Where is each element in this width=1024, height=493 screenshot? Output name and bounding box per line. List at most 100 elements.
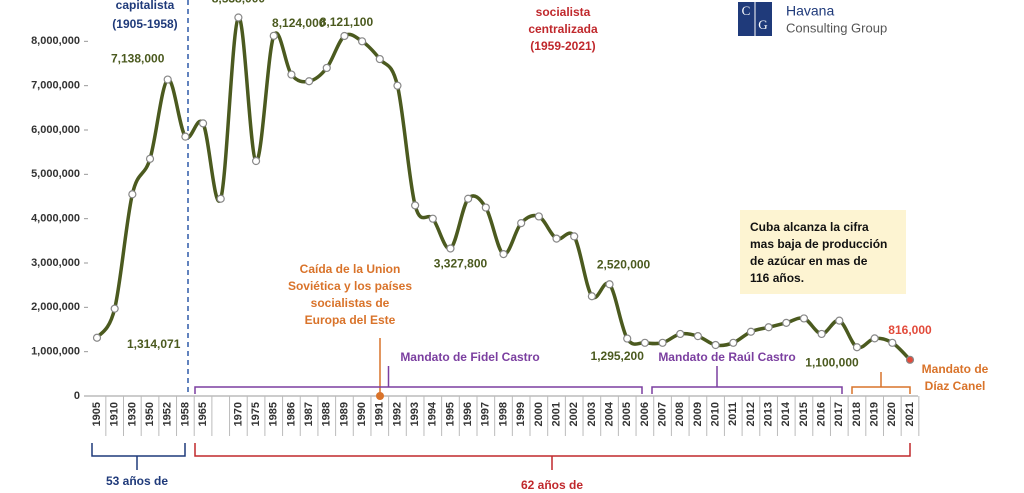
period-label: Mandato de [922,362,989,376]
x-tick-label: 2009 [692,402,704,426]
y-tick-label: 1,000,000 [31,346,80,358]
x-tick-label: 2008 [674,402,686,426]
data-point [251,156,261,166]
x-tick-label: 1950 [144,402,156,426]
data-label: 7,138,000 [111,52,165,66]
x-tick-label: 1986 [285,402,297,426]
data-label: 1,295,200 [591,349,645,363]
x-tick-label: 1905 [91,402,103,426]
x-tick-label: 2006 [639,402,651,426]
data-point [782,318,791,327]
x-tick-label: 1975 [250,402,262,426]
period-label: Díaz Canel [925,379,986,393]
series-line [95,15,912,362]
x-tick-label: 2018 [851,402,863,426]
data-point [481,203,490,212]
callout-box [740,210,906,294]
period-bracket [851,386,911,394]
event-text: socialistas de [311,296,390,310]
x-tick-label: 1970 [232,402,244,426]
x-tick-label: 2016 [816,402,828,426]
data-point [92,333,102,342]
x-tick-label: 2017 [833,402,845,426]
y-tick-label: 0 [74,390,80,402]
era-bracket [194,443,911,457]
period-bracket [651,386,843,394]
era-bracket [91,443,186,457]
data-point [711,340,720,350]
data-point [835,316,844,325]
data-point [304,77,314,86]
callout-text: Cuba alcanza la cifra [750,220,869,234]
data-point [729,338,738,347]
data-point [499,250,508,259]
data-label: 8,538,000 [212,0,266,6]
x-tick-label: 1952 [162,402,174,426]
x-tick-label: 2005 [621,402,633,426]
event-dot [376,392,384,400]
data-point [110,304,119,313]
data-point [905,355,915,364]
x-tick-label: 2007 [656,402,668,426]
x-tick-label: 2015 [798,402,810,426]
era-label: 53 años de [106,474,168,488]
event-text: Soviética y los países [288,279,412,293]
data-label: 8,121,100 [320,15,374,29]
data-point [888,338,897,347]
data-point [764,323,773,332]
data-point [181,132,190,141]
header-text: centralizada [528,22,598,36]
data-point [799,314,809,323]
logo-letter: G [758,17,767,32]
data-label: 816,000 [888,323,932,337]
data-point [375,54,384,64]
data-label: 2,520,000 [597,257,651,271]
data-point [658,338,667,347]
x-tick-label: 2021 [904,402,916,426]
x-tick-label: 1991 [374,402,386,426]
y-tick-label: 4,000,000 [31,213,80,225]
data-point [552,234,561,243]
data-point [676,329,685,339]
data-point [322,63,331,73]
y-tick-label: 8,000,000 [31,35,80,47]
data-point [817,329,826,339]
x-tick-label: 1987 [303,402,315,426]
data-point [163,75,172,84]
x-tick-label: 2011 [727,402,739,426]
y-tick-label: 2,000,000 [31,301,80,313]
logo-letter: C [742,3,751,18]
x-tick-label: 1994 [427,401,439,426]
x-tick-label: 2004 [603,401,615,426]
callout-text: 116 años. [750,271,804,285]
data-point [216,194,225,203]
x-tick-label: 2020 [886,402,898,426]
x-tick-label: 1965 [197,402,209,426]
x-tick-label: 1930 [126,402,138,426]
data-point [605,280,614,289]
data-point [464,194,473,203]
data-point [623,334,632,343]
x-tick-label: 1998 [497,402,509,426]
data-point [145,154,155,163]
x-tick-label: 2000 [533,402,545,426]
y-tick-label: 3,000,000 [31,257,80,269]
x-tick-label: 2019 [869,402,881,426]
x-tick-label: 1988 [321,402,333,426]
data-point [746,327,756,336]
data-point [517,219,526,228]
data-point [358,37,367,46]
data-point [234,13,243,22]
x-tick-label: 1995 [444,402,456,426]
data-point [411,201,420,210]
x-tick-label: 1958 [179,402,191,426]
data-label: 8,124,000 [272,16,326,30]
data-point [128,190,137,199]
x-tick-label: 2014 [780,401,792,426]
data-point [287,70,296,79]
data-point [428,214,437,223]
y-tick-label: 6,000,000 [31,124,80,136]
data-point [393,81,402,90]
data-point [534,212,543,221]
